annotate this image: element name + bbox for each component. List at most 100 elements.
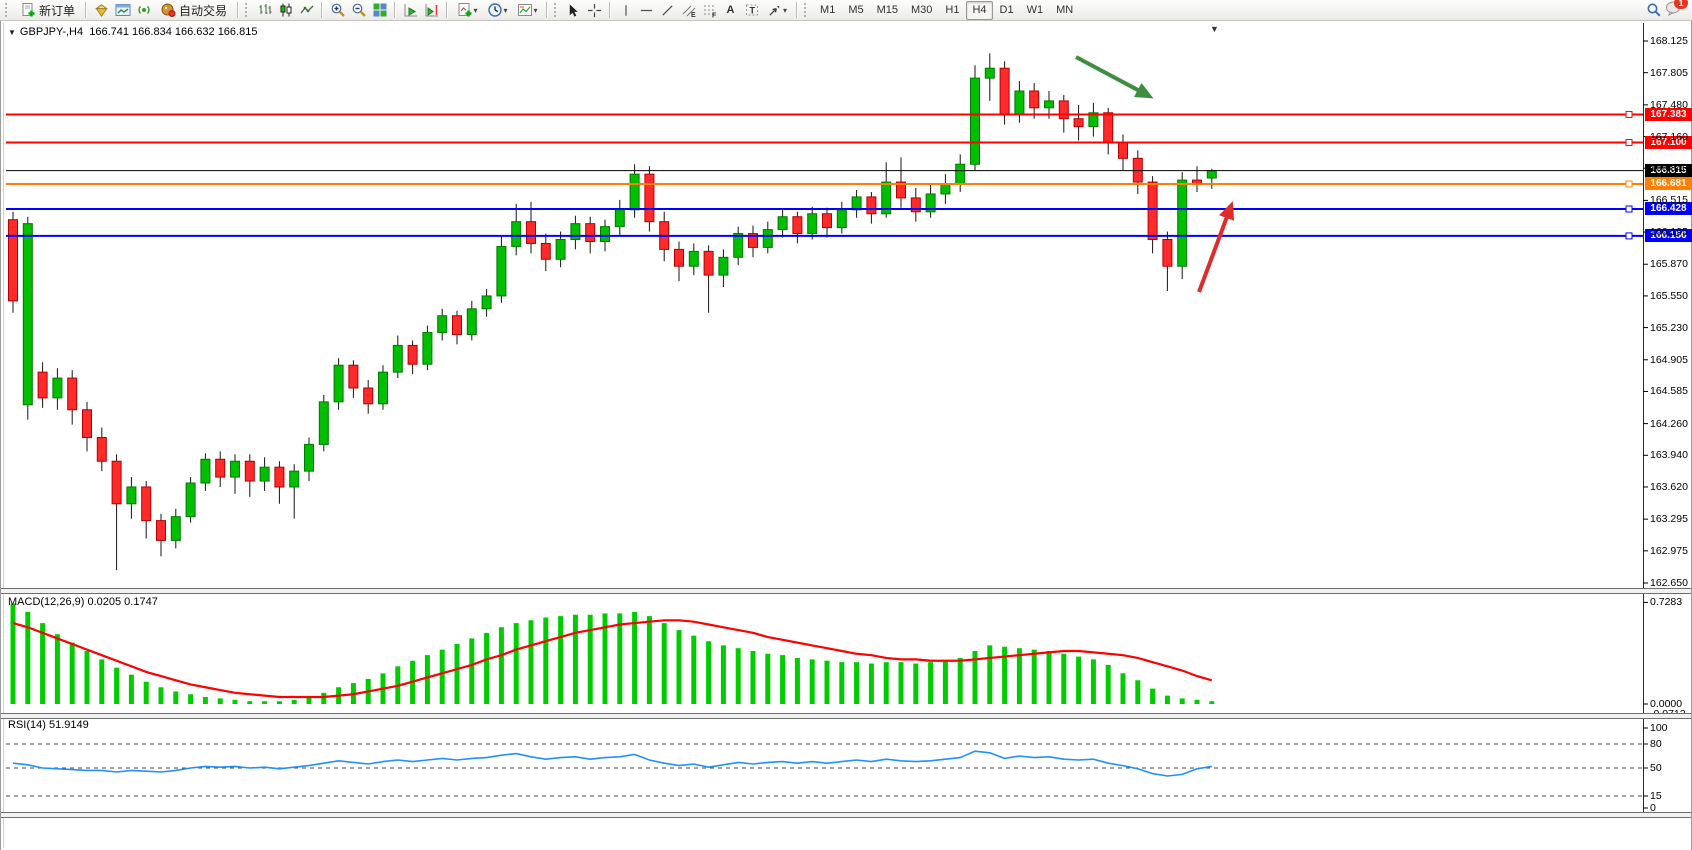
candle-up — [289, 470, 300, 488]
candle-up — [688, 250, 699, 267]
crosshair-tool-icon[interactable] — [585, 1, 604, 20]
candle-up — [259, 466, 270, 482]
toolbar-grip[interactable] — [245, 3, 250, 17]
auto-trading-button[interactable]: 自动交易 — [155, 2, 232, 19]
macd-label: MACD(12,26,9) 0.0205 0.1747 — [8, 596, 158, 608]
line-anchor-marker[interactable] — [1625, 180, 1633, 188]
candle-up — [836, 209, 847, 229]
toolbar-separator — [237, 2, 240, 18]
line-anchor-marker[interactable] — [1625, 110, 1633, 118]
candle-down — [540, 242, 551, 260]
timeframe-button-h1[interactable]: H1 — [945, 3, 960, 16]
vertical-line-tool-icon[interactable] — [616, 1, 635, 20]
candle-down — [274, 466, 285, 488]
timeframe-button-m15[interactable]: M15 — [876, 3, 898, 16]
rsi-line — [12, 750, 1212, 777]
candle-down — [1147, 181, 1158, 240]
candle-down — [67, 377, 78, 411]
chart-window[interactable] — [0, 21, 1692, 850]
candle-up — [170, 516, 181, 541]
candle-down — [452, 315, 462, 336]
pane-splitter-rsi-timeaxis[interactable] — [1, 812, 1691, 818]
candle-down — [37, 371, 48, 399]
chevron-down-icon: ▾ — [473, 5, 478, 15]
chevron-down-icon: ▾ — [503, 5, 508, 15]
candle-up — [1088, 112, 1099, 128]
candle-down — [244, 460, 255, 482]
chart-shift-icon[interactable] — [422, 1, 441, 20]
candle-down — [526, 221, 536, 244]
timeframe-button-h4[interactable]: H4 — [966, 0, 993, 20]
text-tool-icon[interactable]: A — [726, 4, 735, 16]
zoom-in-icon[interactable] — [328, 1, 347, 20]
candle-up — [392, 344, 403, 373]
timeframe-button-d1[interactable]: D1 — [999, 3, 1014, 16]
candle-down — [348, 364, 359, 389]
line-anchor-marker[interactable] — [1625, 138, 1633, 146]
candle-up — [318, 401, 329, 445]
candle-down — [156, 520, 166, 541]
new-chart-dropdown[interactable]: ▾ — [453, 1, 481, 20]
candle-down — [792, 216, 803, 235]
chart-title[interactable]: ▼ GBPJPY-,H4 166.741 166.834 166.632 166.… — [8, 26, 257, 38]
toolbar-separator — [609, 2, 612, 18]
candle-down — [1162, 238, 1173, 267]
new-order-button[interactable]: 新订单 — [15, 2, 80, 19]
chat-button[interactable]: 1 — [1665, 0, 1688, 21]
timeframe-button-m1[interactable]: M1 — [820, 3, 836, 16]
notification-badge: 1 — [1674, 0, 1688, 9]
candle-down — [1118, 141, 1128, 159]
candle-up — [629, 173, 640, 211]
toolbar-grip[interactable] — [554, 3, 559, 17]
cursor-tool-icon[interactable] — [564, 1, 583, 20]
toolbar-grip[interactable] — [804, 3, 809, 17]
red-arrow[interactable] — [1197, 201, 1235, 293]
timeframe-button-m30[interactable]: M30 — [911, 3, 933, 16]
timeframe-button-m5[interactable]: M5 — [848, 3, 864, 16]
bar-chart-mode-icon[interactable] — [255, 1, 274, 20]
timeframe-button-w1[interactable]: W1 — [1026, 3, 1044, 16]
toolbar-grip[interactable] — [5, 3, 10, 17]
candle-up — [200, 458, 211, 484]
auto-scroll-icon[interactable] — [401, 1, 420, 20]
line-anchor-marker[interactable] — [1625, 205, 1633, 213]
line-anchor-marker[interactable] — [1625, 232, 1633, 240]
timeframe-button-mn[interactable]: MN — [1056, 3, 1074, 16]
candle-up — [718, 256, 729, 276]
candle-up — [600, 226, 610, 242]
fibonacci-tool-icon[interactable]: F — [700, 1, 719, 20]
candle-down — [910, 197, 921, 213]
green-arrow[interactable] — [1075, 55, 1154, 99]
chevron-down-icon: ▾ — [783, 5, 788, 15]
horizontal-line-tool-icon[interactable] — [637, 1, 656, 20]
equidistant-channel-tool-icon[interactable]: E — [679, 1, 698, 20]
line-chart-mode-icon[interactable] — [297, 1, 316, 20]
candle-down — [822, 213, 832, 229]
candle-up — [851, 196, 862, 211]
toolbar-separator — [446, 2, 449, 18]
candle-down — [111, 460, 122, 505]
candle-down — [1103, 112, 1114, 143]
toolbar-separator — [85, 2, 88, 18]
signal-icon[interactable] — [134, 1, 153, 20]
chart-profile-icon[interactable] — [113, 1, 132, 20]
period-dropdown[interactable]: ▾ — [483, 1, 511, 20]
candle-up — [52, 377, 63, 399]
search-icon[interactable] — [1644, 1, 1663, 20]
candle-up — [481, 295, 492, 310]
pane-splitter-main-macd[interactable] — [1, 588, 1691, 594]
text-label-tool-icon[interactable]: T — [742, 1, 761, 20]
arrows-tool-dropdown[interactable]: ▾ — [763, 1, 791, 20]
candle-down — [585, 223, 596, 242]
candle-down — [215, 458, 226, 478]
zoom-out-icon[interactable] — [349, 1, 368, 20]
template-dropdown[interactable]: ▾ — [513, 1, 541, 20]
gem-icon[interactable] — [92, 1, 111, 20]
tile-windows-icon[interactable] — [370, 1, 389, 20]
candlestick-mode-icon[interactable] — [276, 1, 295, 20]
trendline-tool-icon[interactable] — [658, 1, 677, 20]
candle-up — [304, 443, 314, 472]
macd-signal-line — [12, 619, 1213, 699]
pane-splitter-macd-rsi[interactable] — [1, 713, 1691, 719]
